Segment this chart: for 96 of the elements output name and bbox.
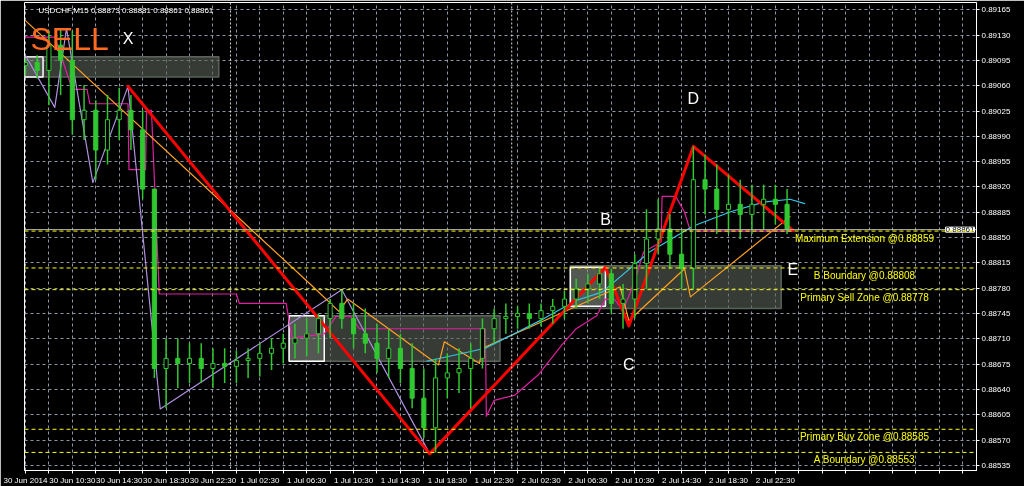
candlestick [222,347,228,384]
x-tick-label: 30 Jun 18:30 [142,475,190,485]
candlestick [702,153,708,216]
candlestick [128,94,134,151]
candlestick [761,184,767,230]
candlestick [491,307,497,344]
x-tick-label: 2 Jul 22:30 [755,475,796,485]
candlestick [749,184,755,235]
candlestick [304,317,310,357]
ref-line-label: A Boundary @0.88553 [813,454,916,466]
x-tick-label: 1 Jul 18:30 [427,475,468,485]
annotation: B [600,210,611,228]
candlestick [620,283,626,330]
annotation: D [687,89,700,107]
y-tick-label: 0.89165 [981,5,1011,15]
candlestick [374,322,380,374]
y-tick-label: 0.88745 [981,309,1011,319]
y-tick-label: 0.89095 [981,55,1011,65]
ref-line-label: Primary Sell Zone @0.88778 [800,291,930,303]
x-tick-label: 30 Jun 22:30 [189,475,237,485]
candlestick [550,298,556,325]
candlestick [655,198,661,255]
x-tick-label: 1 Jul 22:30 [474,475,515,485]
candlestick [561,290,568,320]
x-tick-label: 2 Jul 02:30 [521,475,562,485]
x-tick-label: 30 Jun 14:30 [96,475,143,485]
y-tick-label: 0.88815 [981,258,1011,268]
y-tick-label: 0.88885 [981,207,1011,217]
y-tick-label: 0.88990 [981,131,1011,141]
candlestick [327,298,333,339]
candlestick [503,302,509,335]
candlestick [186,342,193,384]
candlestick [526,302,532,330]
x-tick-label: 2 Jul 18:30 [708,475,749,485]
y-tick-label: 0.88535 [981,460,1011,470]
y-tick-label: 0.89130 [981,30,1011,40]
candlestick [597,266,603,300]
candlestick [538,302,544,328]
y-tick-label: 0.88605 [981,410,1011,420]
candlestick [737,178,743,240]
ref-line-label: Primary Buy Zone @0.88585 [799,431,930,443]
candlestick [679,228,685,290]
y-tick-label: 0.88675 [981,359,1011,369]
ref-line-label: 0.88861 [945,225,976,235]
candlestick [245,347,251,379]
candlestick [339,288,345,330]
y-tick-label: 0.88850 [981,233,1011,243]
candlestick [585,273,591,305]
ref-line-label: B Boundary @0.88808 [813,269,916,281]
candlestick [386,327,392,379]
candlestick [81,84,87,141]
candlestick [198,342,204,384]
chart-title: USDCHF,M15 0.88873 0.88881 0.88861 0.88861 [38,5,214,15]
x-tick-label: 2 Jul 10:30 [615,475,655,485]
y-tick-label: 0.88710 [981,334,1011,344]
annotation: C [623,356,635,374]
x-tick-label: 1 Jul 10:30 [333,475,374,485]
x-tick-label: 30 Jun 10:30 [49,475,97,485]
candlestick [34,54,40,80]
candlestick [456,347,462,394]
y-tick-label: 0.89025 [981,106,1011,116]
candlestick [257,342,263,378]
y-tick-label: 0.88920 [981,182,1011,192]
y-tick-label: 0.88640 [981,384,1011,394]
candlestick [772,184,778,226]
candlestick [573,278,579,310]
x-tick-label: 1 Jul 02:30 [240,475,280,485]
x-tick-label: 30 Jun 2014 [3,475,49,485]
annotation: E [787,260,799,278]
x-tick-label: 1 Jul 06:30 [287,475,327,485]
candlestick [468,342,474,410]
candlestick [116,87,122,141]
y-tick-label: 0.88780 [981,283,1011,293]
candlestick [515,305,521,330]
candlestick [163,337,169,410]
x-tick-label: 1 Jul 14:30 [380,475,421,485]
candlestick [175,337,181,389]
candlestick [233,349,239,384]
y-tick-label: 0.89060 [981,81,1011,91]
candlestick [268,337,275,371]
x-tick-label: 2 Jul 06:30 [568,475,609,485]
candlestick [725,173,732,235]
candlestick [280,333,286,365]
candlestick [714,163,720,235]
candlestick [210,347,216,389]
annotation: X [122,29,134,47]
candlestick [292,322,298,360]
y-tick-label: 0.88570 [981,435,1011,445]
candlestick [315,312,321,355]
y-tick-label: 0.88955 [981,157,1011,167]
candlestick [397,333,403,384]
x-tick-label: 2 Jul 14:30 [662,475,702,485]
candlestick [362,307,368,355]
candlestick [444,352,450,399]
ref-line-label: Maximum Extension @0.88859 [794,233,935,245]
candlestick [351,302,357,350]
